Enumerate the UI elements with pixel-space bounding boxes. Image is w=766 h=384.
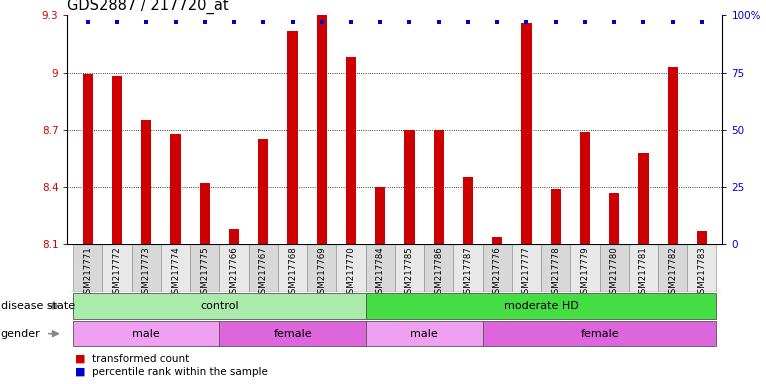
- Bar: [365, 244, 395, 292]
- Text: GSM217785: GSM217785: [405, 247, 414, 300]
- Bar: [483, 244, 512, 292]
- Bar: [551, 189, 561, 244]
- Text: GSM217786: GSM217786: [434, 247, 444, 300]
- Text: ■: ■: [75, 354, 86, 364]
- Bar: [74, 244, 103, 292]
- Text: GSM217776: GSM217776: [493, 247, 502, 300]
- Bar: [200, 183, 210, 244]
- Text: female: female: [273, 329, 312, 339]
- Bar: [697, 231, 707, 244]
- Text: female: female: [580, 329, 619, 339]
- Text: GSM217781: GSM217781: [639, 247, 648, 300]
- Bar: [171, 134, 181, 244]
- Bar: [365, 321, 483, 346]
- Bar: [74, 293, 365, 319]
- Text: transformed count: transformed count: [92, 354, 189, 364]
- Bar: [190, 244, 219, 292]
- Bar: [522, 23, 532, 244]
- Bar: [132, 244, 161, 292]
- Bar: [492, 237, 502, 244]
- Text: GSM217775: GSM217775: [201, 247, 209, 300]
- Bar: [463, 177, 473, 244]
- Bar: [404, 130, 414, 244]
- Text: GSM217780: GSM217780: [610, 247, 619, 300]
- Bar: [483, 321, 716, 346]
- Bar: [600, 244, 629, 292]
- Bar: [219, 321, 365, 346]
- Text: GSM217770: GSM217770: [346, 247, 355, 300]
- Text: GSM217787: GSM217787: [463, 247, 473, 300]
- Bar: [687, 244, 716, 292]
- Bar: [453, 244, 483, 292]
- Bar: [512, 244, 541, 292]
- Text: GSM217783: GSM217783: [697, 247, 706, 300]
- Text: control: control: [200, 301, 239, 311]
- Bar: [571, 244, 600, 292]
- Text: GSM217773: GSM217773: [142, 247, 151, 300]
- Text: GSM217767: GSM217767: [259, 247, 268, 300]
- Bar: [629, 244, 658, 292]
- Text: GSM217774: GSM217774: [171, 247, 180, 300]
- Bar: [287, 31, 298, 244]
- Bar: [434, 130, 444, 244]
- Bar: [258, 139, 268, 244]
- Bar: [83, 74, 93, 244]
- Bar: [74, 321, 219, 346]
- Bar: [161, 244, 190, 292]
- Bar: [580, 132, 590, 244]
- Bar: [141, 120, 152, 244]
- Text: GSM217778: GSM217778: [552, 247, 560, 300]
- Bar: [346, 57, 356, 244]
- Text: gender: gender: [1, 329, 41, 339]
- Bar: [249, 244, 278, 292]
- Text: GDS2887 / 217720_at: GDS2887 / 217720_at: [67, 0, 229, 14]
- Bar: [667, 67, 678, 244]
- Bar: [307, 244, 336, 292]
- Text: male: male: [133, 329, 160, 339]
- Text: GSM217772: GSM217772: [113, 247, 122, 300]
- Text: ■: ■: [75, 367, 86, 377]
- Text: GSM217771: GSM217771: [83, 247, 93, 300]
- Text: GSM217768: GSM217768: [288, 247, 297, 300]
- Text: GSM217779: GSM217779: [581, 247, 589, 299]
- Bar: [395, 244, 424, 292]
- Bar: [365, 293, 716, 319]
- Bar: [424, 244, 453, 292]
- Text: GSM217777: GSM217777: [522, 247, 531, 300]
- Text: GSM217784: GSM217784: [376, 247, 385, 300]
- Text: GSM217769: GSM217769: [317, 247, 326, 299]
- Text: male: male: [411, 329, 438, 339]
- Bar: [638, 153, 649, 244]
- Text: GSM217782: GSM217782: [668, 247, 677, 300]
- Bar: [278, 244, 307, 292]
- Bar: [229, 229, 239, 244]
- Bar: [219, 244, 249, 292]
- Bar: [658, 244, 687, 292]
- Bar: [541, 244, 571, 292]
- Bar: [609, 193, 619, 244]
- Bar: [316, 0, 327, 244]
- Text: moderate HD: moderate HD: [504, 301, 578, 311]
- Text: GSM217766: GSM217766: [230, 247, 238, 300]
- Bar: [336, 244, 365, 292]
- Bar: [112, 76, 123, 244]
- Bar: [375, 187, 385, 244]
- Bar: [103, 244, 132, 292]
- Text: disease state: disease state: [1, 301, 75, 311]
- Text: percentile rank within the sample: percentile rank within the sample: [92, 367, 268, 377]
